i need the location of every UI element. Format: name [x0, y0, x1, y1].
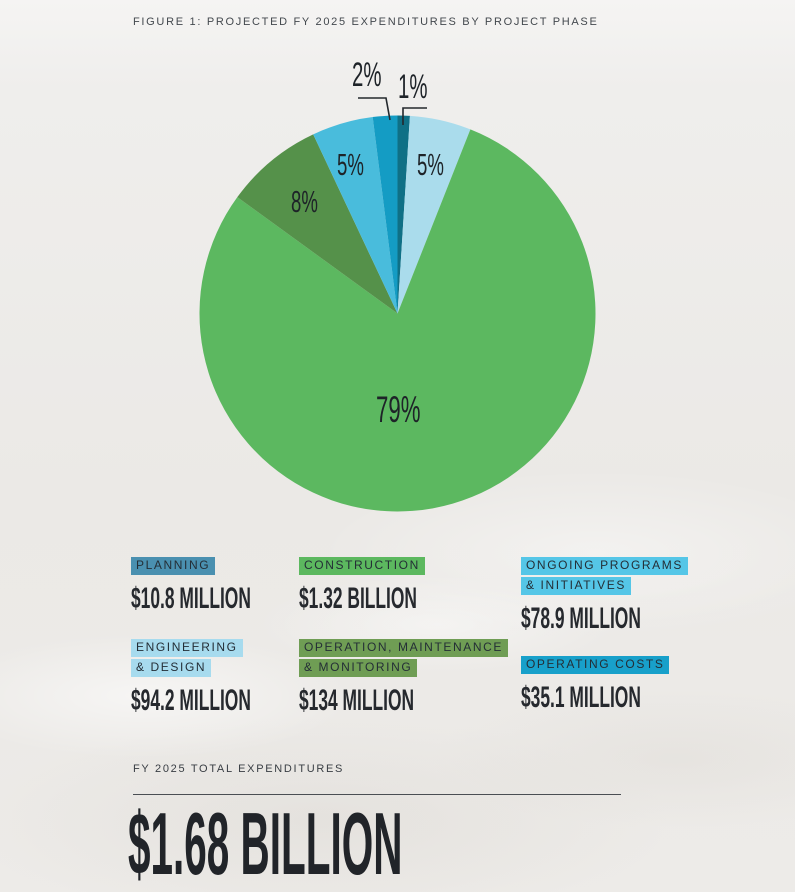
pie-slice-engineering-design	[397, 115, 471, 314]
legend-value-construction: $1.32 BILLION	[299, 582, 417, 615]
pie-chart	[199, 97, 596, 512]
legend-item-engineering-design: ENGINEERING & DESIGN $94.2 MILLION	[131, 639, 331, 716]
total-expenditures-value: $1.68 BILLION	[128, 794, 403, 892]
legend-chip-operation-line2: & MONITORING	[299, 659, 418, 677]
figure-title: FIGURE 1: PROJECTED FY 2025 EXPENDITURES…	[133, 16, 599, 28]
legend-item-operating-costs: OPERATING COSTS $35.1 MILLION	[521, 639, 721, 713]
pie-slice-operating-costs	[372, 115, 398, 314]
pie-slice-planning	[397, 115, 410, 314]
legend-chip-construction: CONSTRUCTION	[299, 557, 425, 575]
total-expenditures-label: FY 2025 TOTAL EXPENDITURES	[133, 763, 345, 775]
legend-chip-ongoing-programs-line1: ONGOING PROGRAMS	[521, 557, 688, 575]
legend-item-planning: PLANNING $10.8 MILLION	[131, 557, 331, 614]
legend-chip-ongoing-programs-line2: & INITIATIVES	[521, 577, 631, 595]
pie-slice-construction	[199, 129, 596, 512]
pie-label-engineering-design: 5%	[417, 147, 444, 182]
divider-rule	[133, 794, 621, 795]
pie-slice-ongoing-programs-initiatives	[313, 117, 398, 314]
pie-label-operation-maintenance: 8%	[291, 184, 318, 219]
legend-chip-engineering-line1: ENGINEERING	[131, 639, 243, 657]
legend-chip-operation-line1: OPERATION, MAINTENANCE	[299, 639, 508, 657]
legend-item-operation-maintenance: OPERATION, MAINTENANCE & MONITORING $134…	[299, 639, 508, 717]
legend-value-operating-costs: $35.1 MILLION	[521, 681, 641, 714]
pie-label-construction: 79%	[376, 389, 421, 430]
leader-line-planning	[402, 107, 427, 125]
legend-chip-operating-costs: OPERATING COSTS	[521, 656, 670, 674]
pie-label-ongoing-programs: 5%	[337, 147, 364, 182]
legend-item-construction: CONSTRUCTION $1.32 BILLION	[299, 557, 499, 614]
pie-label-operating-costs: 2%	[352, 56, 382, 94]
legend-chip-engineering-line2: & DESIGN	[131, 659, 212, 677]
legend-value-planning: $10.8 MILLION	[131, 582, 251, 615]
legend-value-operation-maintenance: $134 MILLION	[299, 684, 415, 717]
pie-slice-operation-maintenance-monitoring	[237, 134, 398, 314]
pie-label-planning: 1%	[398, 68, 428, 106]
legend-chip-planning: PLANNING	[131, 557, 216, 575]
leader-line-operating-costs	[358, 97, 391, 121]
legend-value-ongoing-programs: $78.9 MILLION	[521, 602, 641, 635]
legend-item-ongoing-programs: ONGOING PROGRAMS & INITIATIVES $78.9 MIL…	[521, 557, 721, 634]
legend-value-engineering-design: $94.2 MILLION	[131, 684, 251, 717]
